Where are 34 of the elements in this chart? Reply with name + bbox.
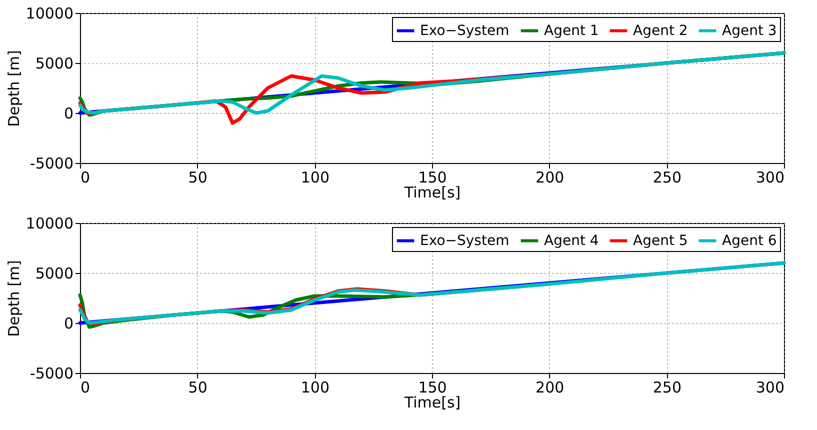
y-tick-label: 0 [64,314,74,332]
y-tick-label: 5000 [35,54,74,72]
x-tick-label: 50 [188,378,208,396]
legend-label: Agent 5 [633,232,688,249]
x-tick-label: 50 [188,168,208,186]
x-tick-label: 150 [418,378,447,396]
y-tick-label: 10000 [26,4,74,22]
y-axis-title: Depth [m] [4,50,23,127]
legend-label: Agent 3 [722,22,777,39]
y-tick-label: 0 [64,104,74,122]
x-axis-title: Time[s] [403,184,461,202]
x-tick-label: 200 [536,378,564,396]
x-tick-label: 300 [756,168,784,186]
y-tick-label: 5000 [35,264,74,282]
x-tick-label: 0 [80,168,90,186]
x-axis-title: Time[s] [403,394,461,412]
x-tick-label: 250 [652,378,682,396]
x-tick-label: 0 [80,378,90,396]
x-tick-label: 100 [300,168,330,186]
legend-label: Exo−System [420,232,510,249]
legend-label: Agent 1 [544,22,599,39]
legend-label: Agent 6 [722,232,777,249]
legend-label: Exo−System [420,22,510,39]
y-tick-label: -5000 [30,154,74,172]
y-axis-title: Depth [m] [4,260,23,337]
x-tick-label: 150 [418,168,447,186]
x-tick-label: 100 [300,378,330,396]
legend-label: Agent 2 [633,22,688,39]
legend-label: Agent 4 [544,232,599,249]
x-tick-label: 250 [652,168,682,186]
x-tick-label: 300 [756,378,784,396]
y-tick-label: 10000 [26,214,74,232]
x-tick-label: 200 [536,168,564,186]
y-tick-label: -5000 [30,364,74,382]
